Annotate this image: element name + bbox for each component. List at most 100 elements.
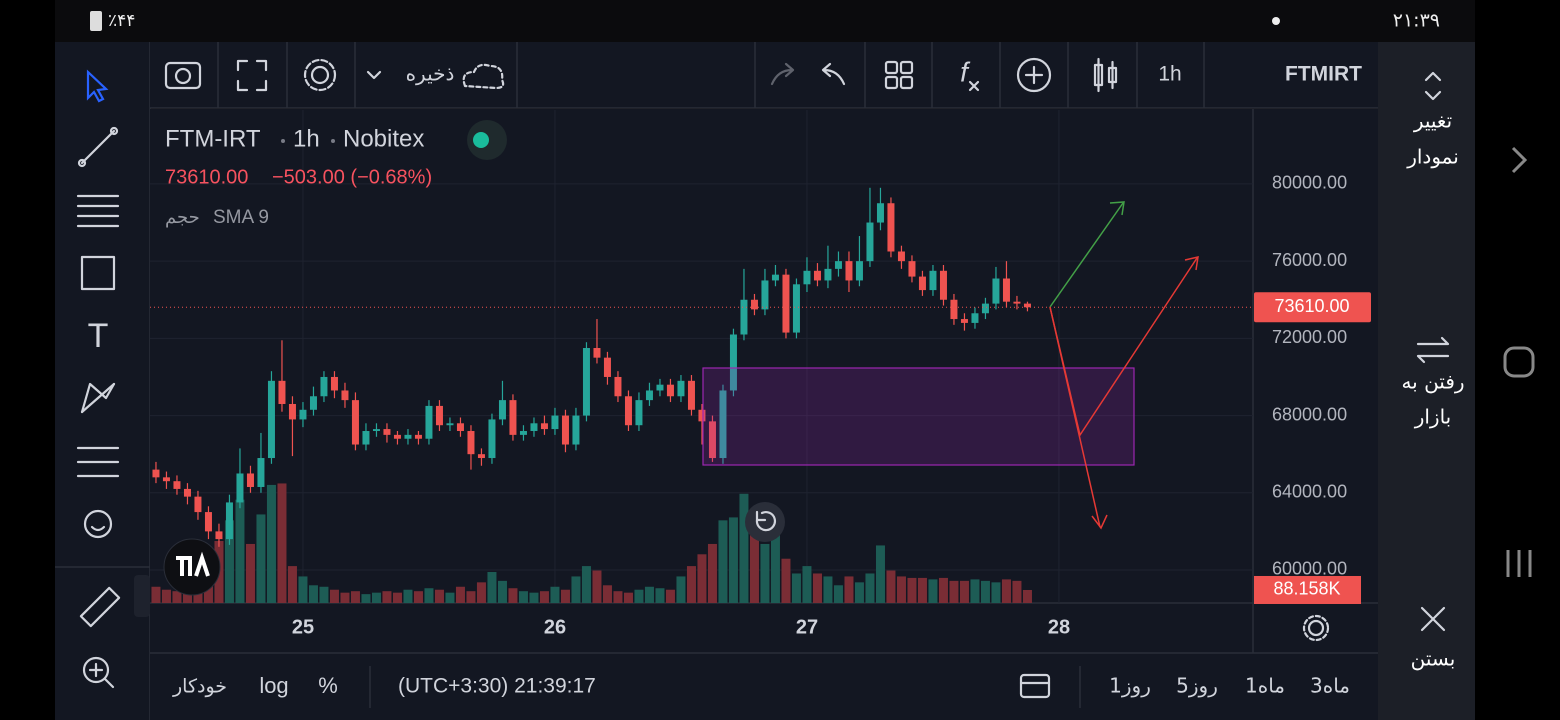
volume-bar xyxy=(340,592,350,603)
candle-body xyxy=(719,390,727,459)
log-scale[interactable]: log xyxy=(259,673,288,698)
y-tick-label: 68000.00 xyxy=(1272,404,1347,424)
volume-bar xyxy=(424,588,434,603)
volume-bar xyxy=(382,591,392,603)
range-button[interactable]: 1ماه xyxy=(1245,674,1285,698)
undo-button[interactable] xyxy=(821,62,846,86)
volume-bar xyxy=(172,591,182,603)
volume-bar xyxy=(287,566,297,603)
candle-body xyxy=(1023,303,1031,308)
volume-bar xyxy=(791,573,801,603)
timezone-clock[interactable]: (UTC+3:30) 21:39:17 xyxy=(398,675,596,698)
candle-body xyxy=(614,376,622,397)
settings-button[interactable] xyxy=(303,58,337,92)
volume-bar xyxy=(991,582,1001,603)
candle-body xyxy=(939,270,947,300)
clock: ۲۱:۳۹ xyxy=(1393,10,1440,32)
add-button[interactable] xyxy=(1016,57,1052,93)
volume-bar xyxy=(266,484,276,603)
volume-bar xyxy=(770,535,780,603)
candle-body xyxy=(477,454,485,459)
candle-body xyxy=(866,222,874,262)
market-status-dot xyxy=(473,132,489,148)
ruler-tool[interactable] xyxy=(79,586,121,628)
nav-forward[interactable] xyxy=(1511,146,1528,174)
candle-body xyxy=(771,274,779,281)
screenshot-button[interactable] xyxy=(164,61,202,90)
drawings xyxy=(702,201,1199,530)
settings-axis[interactable] xyxy=(1302,614,1330,642)
chart-type-button[interactable] xyxy=(1093,57,1118,93)
volume-bar xyxy=(560,589,570,603)
candle-body xyxy=(824,268,832,281)
go-market-button[interactable]: رفتن به بازار xyxy=(1401,336,1465,429)
replay-bg xyxy=(745,502,785,542)
collapse-tab[interactable] xyxy=(134,575,150,617)
candle-body xyxy=(845,261,853,281)
auto-scale[interactable]: خودکار xyxy=(172,676,227,698)
candle-body xyxy=(383,429,391,435)
candle-body xyxy=(519,431,527,435)
volume-bar xyxy=(697,554,707,603)
volume-bar xyxy=(581,566,591,603)
close-button[interactable]: بستن xyxy=(1411,606,1456,671)
interval-button[interactable]: 1h xyxy=(1158,63,1181,86)
volume-bar xyxy=(1012,580,1022,603)
change-chart-button[interactable]: تغییر نمودار xyxy=(1406,71,1459,169)
volume-bar xyxy=(854,582,864,603)
cursor-tool[interactable] xyxy=(86,69,109,103)
candle-body xyxy=(761,280,769,310)
range-button[interactable]: 5روز xyxy=(1176,674,1218,698)
candle-body xyxy=(435,405,443,426)
indicators-button[interactable]: f xyxy=(960,56,980,92)
volume-bar xyxy=(718,520,728,603)
layout-button[interactable] xyxy=(884,60,914,90)
emoji-tool[interactable] xyxy=(83,509,113,539)
save-button[interactable]: ذخیره xyxy=(366,62,505,90)
zoom-tool[interactable] xyxy=(82,656,115,689)
fib-tool[interactable] xyxy=(76,194,120,228)
range-button[interactable]: 3ماه xyxy=(1310,674,1350,698)
candle-body xyxy=(950,299,958,320)
volume-bar xyxy=(812,573,822,603)
axes: 60000.00 64000.00 68000.00 72000.00 76000.00… xyxy=(150,173,1371,638)
legend: FTM-IRT 1h Nobitex 73610.00 −503.00 (−0.… xyxy=(165,120,507,228)
candle-body xyxy=(918,276,926,291)
rectangle-drawing[interactable] xyxy=(702,367,1135,466)
volume-bar xyxy=(224,520,234,603)
legend-symbol: FTM-IRT xyxy=(165,125,261,152)
candle-body xyxy=(708,421,716,459)
fullscreen-button[interactable] xyxy=(236,59,268,92)
candle-body xyxy=(624,396,632,426)
volume-bar xyxy=(466,591,476,603)
prediction-tool[interactable] xyxy=(76,446,120,478)
x-tick-label: 28 xyxy=(1048,616,1070,638)
date-range-button[interactable] xyxy=(1019,673,1051,699)
candle-body xyxy=(278,380,286,404)
legend-change: −503.00 (−0.68%) xyxy=(272,166,432,188)
trendline-tool[interactable] xyxy=(77,126,119,168)
replay-button[interactable] xyxy=(745,502,785,542)
arrow-up-green[interactable] xyxy=(1049,202,1124,308)
shape-tool[interactable] xyxy=(80,255,116,291)
text-tool[interactable]: T xyxy=(88,317,109,355)
candle-body xyxy=(246,473,254,487)
candle-body xyxy=(152,469,160,478)
redo-button[interactable] xyxy=(770,62,795,86)
candle-body xyxy=(288,403,296,420)
arrowhead xyxy=(1091,514,1108,530)
nav-home[interactable] xyxy=(1503,346,1535,378)
pattern-tool[interactable] xyxy=(80,382,116,414)
arrow-down-red[interactable] xyxy=(1049,306,1101,528)
nav-recents[interactable] xyxy=(1506,550,1532,577)
logo-mark xyxy=(176,551,210,577)
candle-body xyxy=(173,481,181,489)
percent-scale[interactable]: % xyxy=(318,673,338,698)
go-market-label: رفتن به xyxy=(1401,370,1464,394)
candle-body xyxy=(1013,301,1021,304)
range-button[interactable]: 1روز xyxy=(1109,674,1151,698)
candle-body xyxy=(666,384,674,397)
candle-body xyxy=(467,431,475,455)
volume-bar xyxy=(571,576,581,603)
symbol-button[interactable]: FTMIRT xyxy=(1285,63,1362,86)
